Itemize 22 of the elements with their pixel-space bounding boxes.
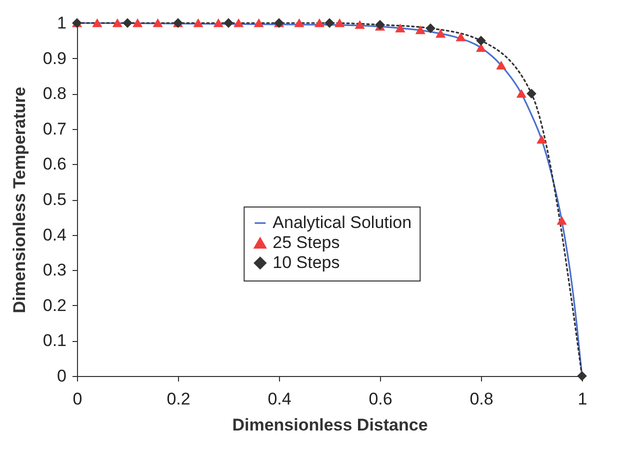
legend-label: 10 Steps [272,253,340,272]
x-tick-label: 0.6 [368,390,392,408]
y-tick-label: 0.5 [42,190,66,209]
x-tick-label: 0.4 [268,390,292,408]
y-tick-label: 0.4 [42,225,66,244]
legend-label: Analytical Solution [272,213,412,232]
y-tick-label: 0.3 [42,260,66,280]
x-tick-label: 0.8 [470,390,494,408]
y-tick-label: 0.6 [42,154,66,174]
x-tick-label: 1 [578,390,588,408]
y-tick-label: 0.9 [42,48,66,68]
y-tick-label: 0 [57,366,66,386]
y-tick-label: 0.2 [42,296,66,315]
y-tick-label: 1 [57,14,66,32]
y-tick-label: 0.8 [42,84,66,104]
y-tick-label: 0.7 [42,119,66,138]
y-axis-title: Dimensionless Temperature [10,86,29,314]
legend-label: 25 Steps [272,233,340,252]
y-tick-label: 0.1 [42,331,66,350]
x-tick-label: 0 [72,390,82,408]
x-tick-label: 0.2 [166,390,190,408]
x-axis-title: Dimensionless Distance [232,416,428,434]
